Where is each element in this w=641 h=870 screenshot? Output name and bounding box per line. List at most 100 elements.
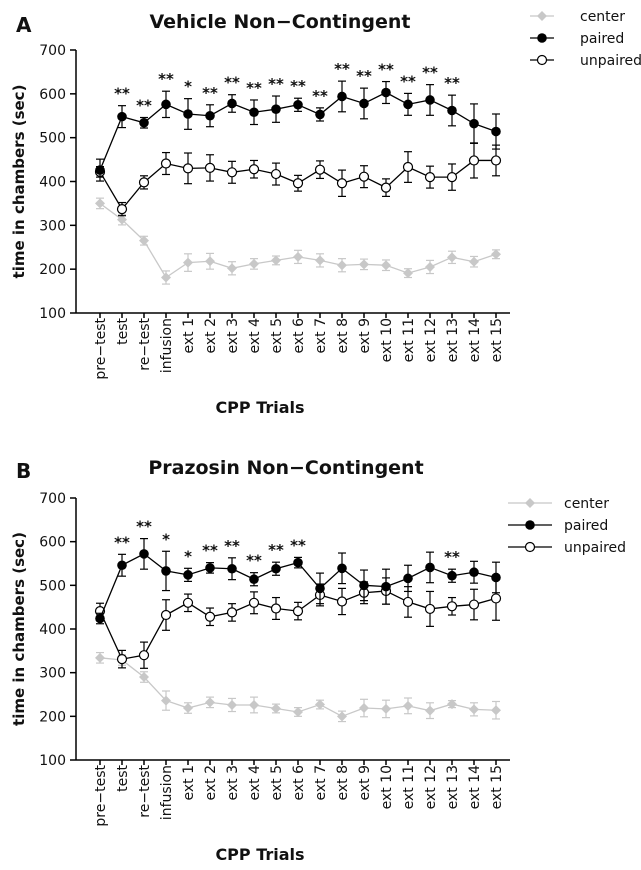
data-point-unpaired <box>248 597 260 608</box>
y-tick-label: 400 <box>39 622 66 638</box>
x-tick-label: ext 2 <box>203 765 219 801</box>
significance-marker: ** <box>136 97 152 115</box>
data-point-unpaired <box>182 597 194 608</box>
significance-marker: ** <box>246 79 262 97</box>
data-point-center <box>425 705 435 716</box>
data-point-unpaired <box>138 177 150 188</box>
significance-marker: ** <box>444 548 460 566</box>
chart-panel-b: B Prazosin Non−Contingent 100 200 300 400 500 6… <box>10 457 626 864</box>
y-tick-label: 100 <box>39 306 66 322</box>
data-point-unpaired <box>314 164 326 175</box>
data-point-unpaired <box>270 603 282 614</box>
data-point-unpaired <box>160 158 172 169</box>
significance-marker: * <box>162 530 170 548</box>
data-point-center <box>491 705 501 716</box>
data-point-center <box>271 703 281 714</box>
x-tick-label: test <box>115 317 131 344</box>
x-axis-label: CPP Trials <box>215 398 304 417</box>
data-point-paired <box>469 118 479 129</box>
data-point-paired <box>447 105 457 116</box>
data-point-unpaired <box>336 596 348 607</box>
significance-marker: ** <box>224 537 240 555</box>
significance-marker: ** <box>136 518 152 536</box>
data-point-unpaired <box>446 601 458 612</box>
x-tick-label: ext 10 <box>379 318 395 362</box>
significance-marker: ** <box>268 541 284 559</box>
series-center <box>95 651 501 723</box>
data-point-paired <box>491 572 501 583</box>
panel-label: B <box>16 459 31 483</box>
significance-marker: ** <box>290 536 306 554</box>
chart-panel-a: A Vehicle Non−Contingent 100 200 300 400 500 60… <box>10 9 641 417</box>
data-point-center <box>381 703 391 714</box>
x-tick-label: ext 13 <box>445 765 461 809</box>
data-point-unpaired <box>226 167 238 178</box>
data-point-unpaired <box>402 161 414 173</box>
significance-marker: ** <box>158 70 174 88</box>
data-point-paired <box>139 549 149 559</box>
series-paired <box>95 538 501 625</box>
data-point-paired <box>425 562 435 573</box>
data-point-paired <box>249 574 259 585</box>
legend-marker-center <box>525 498 535 508</box>
legend-label-center: center <box>580 9 625 25</box>
x-tick-label: ext 3 <box>225 765 241 801</box>
significance-marker: ** <box>202 84 218 102</box>
x-tick-label: ext 3 <box>225 318 241 354</box>
x-tick-label: ext 7 <box>313 765 329 801</box>
data-point-paired <box>183 570 193 580</box>
data-point-unpaired <box>182 163 194 174</box>
x-tick-label: ext 1 <box>181 318 197 354</box>
x-tick-label: ext 6 <box>291 765 307 801</box>
data-point-unpaired <box>424 603 436 615</box>
data-point-paired <box>183 109 193 119</box>
significance-marker: ** <box>378 61 394 79</box>
series-unpaired <box>94 575 502 669</box>
significance-marker: ** <box>422 64 438 82</box>
legend-label-paired: paired <box>580 31 624 47</box>
y-axis-label: time in chambers (sec) <box>10 85 28 279</box>
significance-marker: ** <box>246 552 262 570</box>
legend-label-paired: paired <box>564 518 608 534</box>
x-tick-label: ext 1 <box>181 765 197 801</box>
data-point-center <box>205 697 215 708</box>
x-axis-label: CPP Trials <box>215 845 304 864</box>
x-tick-label: ext 9 <box>357 318 373 354</box>
data-point-center <box>161 695 171 706</box>
data-point-paired <box>381 581 391 592</box>
data-point-unpaired <box>270 168 282 180</box>
data-point-unpaired <box>402 596 414 608</box>
data-point-paired <box>227 98 237 109</box>
legend-label-unpaired: unpaired <box>580 53 641 69</box>
data-point-unpaired <box>292 605 304 617</box>
data-point-paired <box>315 583 325 594</box>
data-point-center <box>249 258 259 269</box>
data-point-unpaired <box>138 650 150 661</box>
data-point-paired <box>205 563 215 573</box>
data-point-paired <box>95 165 105 175</box>
data-point-center <box>403 700 413 711</box>
data-point-unpaired <box>490 593 502 604</box>
significance-marker: ** <box>400 72 416 90</box>
legend-marker-paired <box>537 33 547 43</box>
data-point-unpaired <box>424 172 436 183</box>
y-tick-label: 100 <box>39 753 66 769</box>
data-point-paired <box>337 91 347 102</box>
data-point-unpaired <box>292 178 304 189</box>
data-point-center <box>469 704 479 715</box>
data-point-paired <box>359 98 369 109</box>
data-point-paired <box>293 557 303 568</box>
data-point-center <box>205 256 215 267</box>
x-tick-label: ext 2 <box>203 318 219 354</box>
data-point-paired <box>271 563 281 574</box>
data-point-paired <box>425 95 435 105</box>
x-tick-label: ext 4 <box>247 318 263 354</box>
y-tick-label: 300 <box>39 666 66 682</box>
data-point-paired <box>359 580 369 591</box>
data-point-paired <box>491 126 501 137</box>
significance-marker: ** <box>444 74 460 92</box>
series-line-center <box>99 202 497 279</box>
x-tick-label: ext 12 <box>423 318 439 362</box>
data-point-center <box>425 261 435 272</box>
